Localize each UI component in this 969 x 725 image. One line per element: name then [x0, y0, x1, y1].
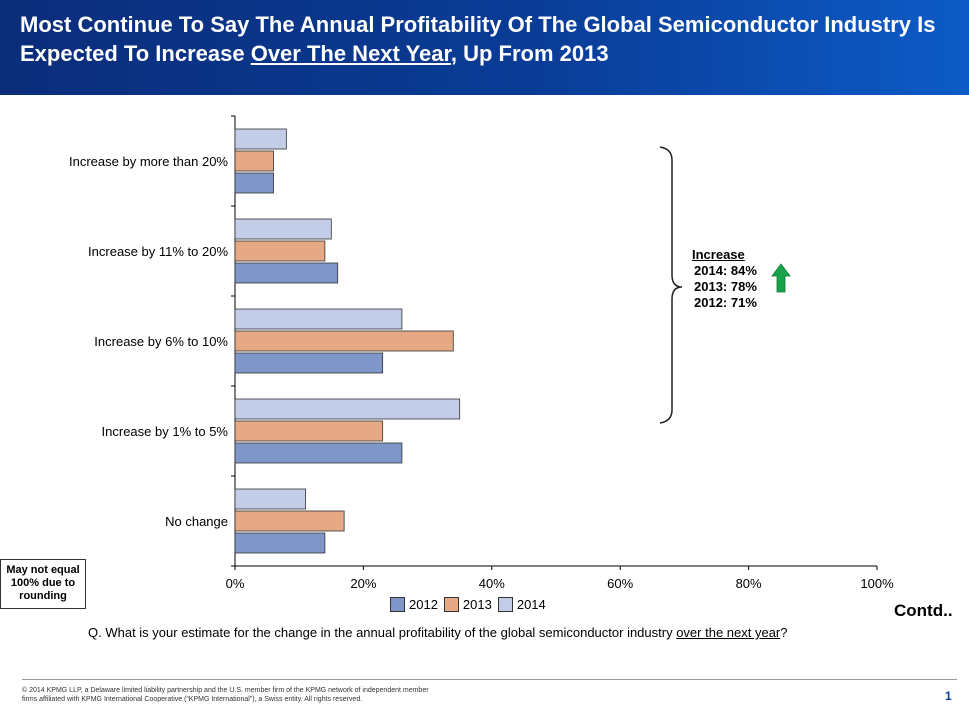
summary-row: 2012: 71%	[694, 295, 757, 310]
x-tick-label: 0%	[226, 576, 245, 591]
rounding-note: May not equal 100% due to rounding	[0, 559, 86, 609]
continued-label: Contd..	[894, 601, 953, 620]
bar-2012	[234, 442, 403, 464]
bar-2013	[234, 330, 454, 352]
bar-2012	[234, 262, 339, 284]
legend-label: 2013	[462, 597, 492, 612]
bar-2013	[234, 510, 345, 532]
category-label: Increase by more than 20%	[69, 154, 228, 169]
bar-2014	[234, 308, 403, 330]
bar-2014	[234, 488, 307, 510]
summary-heading: Increase	[692, 247, 745, 262]
bar-2013	[234, 240, 326, 262]
legend-label: 2012	[409, 597, 438, 612]
footer-divider	[22, 679, 957, 680]
legend-swatch	[443, 597, 459, 612]
bar-2012	[234, 532, 326, 554]
chart-legend: 2012 2013 2014	[390, 597, 552, 612]
bar-2014	[234, 128, 287, 150]
x-tick-label: 40%	[479, 576, 505, 591]
x-tick-label: 60%	[607, 576, 633, 591]
header-banner: Most Continue To Say The Annual Profitab…	[0, 0, 969, 95]
x-tick-label: 80%	[736, 576, 762, 591]
summary-row: 2014: 84%	[694, 263, 757, 278]
summary-row: 2013: 78%	[694, 279, 757, 294]
legend-item-2014: 2014	[497, 597, 546, 612]
curly-brace	[659, 146, 683, 424]
copyright-footer: © 2014 KPMG LLP, a Delaware limited liab…	[22, 687, 429, 703]
survey-question: Q. What is your estimate for the change …	[88, 625, 788, 640]
bar-2014	[234, 398, 461, 420]
legend-swatch	[497, 597, 513, 612]
bar-2014	[234, 218, 332, 240]
category-label: No change	[165, 514, 228, 529]
bar-2013	[234, 150, 274, 172]
increase-summary: Increase 2014: 84% 2013: 78% 2012: 71%	[692, 247, 757, 311]
category-label: Increase by 6% to 10%	[94, 334, 228, 349]
page-title: Most Continue To Say The Annual Profitab…	[20, 12, 936, 66]
x-tick-label: 100%	[860, 576, 894, 591]
page-number: 1	[945, 689, 952, 703]
category-label: Increase by 1% to 5%	[102, 424, 229, 439]
bar-2012	[234, 172, 274, 194]
legend-swatch	[390, 597, 405, 612]
legend-item-2013: 2013	[443, 597, 492, 612]
legend-label: 2014	[516, 597, 546, 612]
x-tick-label: 20%	[350, 576, 376, 591]
bar-2012	[234, 352, 384, 374]
legend-item-2012: 2012	[390, 597, 438, 612]
category-label: Increase by 11% to 20%	[88, 244, 228, 259]
bar-2013	[234, 420, 384, 442]
up-arrow-icon	[771, 263, 791, 293]
